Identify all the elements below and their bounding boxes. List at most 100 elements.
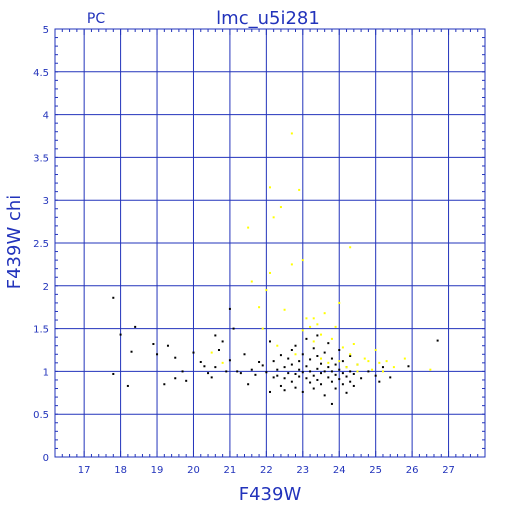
data-point-black bbox=[381, 366, 384, 369]
data-point-yellow bbox=[305, 317, 308, 320]
x-axis-label: F439W bbox=[239, 484, 302, 505]
data-point-black bbox=[290, 380, 293, 383]
data-point-yellow bbox=[283, 308, 286, 311]
data-point-yellow bbox=[378, 361, 381, 364]
data-point-yellow bbox=[316, 323, 319, 326]
data-point-black bbox=[112, 372, 115, 375]
data-point-yellow bbox=[341, 346, 344, 349]
data-point-yellow bbox=[371, 368, 374, 371]
data-point-black bbox=[309, 381, 312, 384]
data-point-yellow bbox=[349, 353, 352, 356]
data-point-yellow bbox=[276, 344, 279, 347]
data-point-yellow bbox=[338, 301, 341, 304]
data-point-yellow bbox=[301, 329, 304, 332]
data-point-yellow bbox=[381, 370, 384, 373]
data-point-yellow bbox=[345, 366, 348, 369]
data-point-black bbox=[301, 390, 304, 393]
x-tick-label: 24 bbox=[333, 465, 346, 476]
data-point-black bbox=[228, 359, 231, 362]
data-point-black bbox=[214, 334, 217, 337]
data-point-black bbox=[119, 333, 122, 336]
data-point-black bbox=[309, 370, 312, 373]
y-tick-label: 5 bbox=[43, 25, 49, 36]
data-point-black bbox=[330, 380, 333, 383]
data-point-black bbox=[192, 351, 195, 354]
data-point-black bbox=[298, 360, 301, 363]
data-point-yellow bbox=[265, 289, 268, 292]
data-point-black bbox=[341, 383, 344, 386]
data-point-black bbox=[341, 372, 344, 375]
data-point-yellow bbox=[392, 366, 395, 369]
data-point-black bbox=[265, 371, 268, 374]
y-tick-label: 1.5 bbox=[33, 325, 49, 336]
data-point-yellow bbox=[385, 360, 388, 363]
data-point-black bbox=[309, 358, 312, 361]
data-point-yellow bbox=[330, 337, 333, 340]
data-point-black bbox=[269, 340, 271, 343]
data-point-black bbox=[276, 368, 279, 371]
data-point-black bbox=[349, 370, 352, 373]
data-point-yellow bbox=[356, 363, 359, 366]
data-point-black bbox=[323, 394, 326, 397]
data-point-black bbox=[330, 357, 333, 360]
data-point-black bbox=[272, 360, 275, 363]
data-point-black bbox=[320, 362, 323, 365]
data-point-black bbox=[152, 343, 155, 346]
data-point-black bbox=[407, 365, 410, 368]
data-point-black bbox=[352, 384, 355, 387]
data-point-black bbox=[334, 387, 337, 390]
data-point-black bbox=[283, 366, 286, 369]
data-point-black bbox=[298, 375, 301, 378]
data-point-black bbox=[327, 376, 330, 379]
data-point-yellow bbox=[338, 360, 341, 363]
data-point-yellow bbox=[374, 349, 377, 351]
data-point-black bbox=[327, 366, 330, 369]
data-point-black bbox=[349, 354, 352, 357]
data-point-yellow bbox=[323, 312, 326, 315]
data-point-black bbox=[279, 354, 282, 357]
y-axis-label: F439W chi bbox=[4, 195, 25, 290]
data-point-black bbox=[276, 374, 279, 377]
data-point-black bbox=[221, 340, 224, 343]
data-point-black bbox=[294, 386, 297, 389]
x-tick-label: 20 bbox=[187, 465, 200, 476]
data-point-yellow bbox=[312, 340, 315, 343]
data-point-black bbox=[243, 353, 246, 356]
data-point-yellow bbox=[309, 325, 312, 328]
data-point-yellow bbox=[356, 370, 359, 373]
y-tick-label: 0 bbox=[43, 453, 49, 464]
y-tick-labels: 0 0.5 1 1.5 2 2.5 3 3.5 4 4.5 5 bbox=[33, 25, 49, 464]
data-point-black bbox=[312, 347, 315, 350]
data-point-black bbox=[126, 384, 129, 387]
data-points bbox=[112, 132, 439, 405]
data-point-black bbox=[301, 353, 304, 356]
data-point-black bbox=[323, 370, 326, 373]
data-point-yellow bbox=[261, 327, 264, 330]
x-tick-label: 17 bbox=[78, 465, 91, 476]
x-tick-label: 26 bbox=[406, 465, 419, 476]
y-tick-label: 2.5 bbox=[33, 239, 49, 250]
data-point-black bbox=[323, 351, 326, 354]
data-point-black bbox=[232, 327, 235, 330]
data-point-black bbox=[330, 402, 333, 405]
data-point-black bbox=[367, 370, 370, 373]
data-point-yellow bbox=[327, 361, 330, 364]
data-point-black bbox=[298, 368, 301, 371]
data-point-black bbox=[312, 374, 315, 377]
x-tick-label: 18 bbox=[114, 465, 127, 476]
data-point-black bbox=[345, 375, 348, 378]
y-tick-label: 2 bbox=[43, 282, 49, 293]
data-point-black bbox=[258, 360, 261, 363]
data-point-black bbox=[272, 376, 275, 379]
data-point-black bbox=[378, 380, 381, 383]
x-tick-label: 23 bbox=[296, 465, 309, 476]
data-point-black bbox=[163, 383, 166, 386]
y-tick-label: 3 bbox=[43, 196, 49, 207]
data-point-black bbox=[305, 337, 308, 340]
data-point-black bbox=[360, 377, 363, 380]
plot-frame bbox=[54, 28, 486, 458]
data-point-yellow bbox=[294, 353, 297, 356]
data-point-yellow bbox=[290, 263, 293, 266]
data-point-black bbox=[239, 372, 242, 375]
